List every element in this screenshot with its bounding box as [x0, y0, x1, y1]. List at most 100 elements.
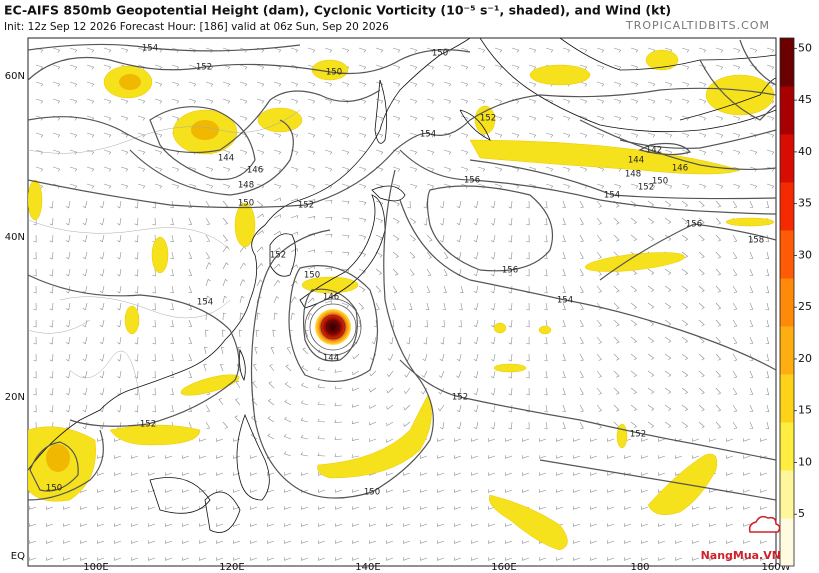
wind-barb	[134, 387, 139, 396]
wind-barb	[222, 234, 228, 242]
wind-barb	[732, 251, 738, 259]
wind-barb	[300, 451, 309, 457]
contour-label: 146	[247, 166, 263, 176]
wind-barb	[508, 200, 513, 209]
colorbar: 5 10 15 20 25 30 35 40 45 50	[779, 37, 812, 567]
wind-barb	[528, 47, 537, 53]
wind-barb	[272, 329, 276, 338]
wind-barb	[358, 200, 367, 206]
wind-barb	[456, 370, 462, 379]
wind-barb	[596, 200, 602, 208]
wind-barb	[114, 472, 122, 476]
wind-barb	[664, 285, 672, 293]
wind-barb	[86, 47, 95, 53]
wind-barb	[456, 404, 462, 413]
contour-label: 150	[652, 177, 668, 187]
wind-barb	[726, 438, 734, 442]
wind-barb	[137, 98, 146, 104]
wind-barb	[556, 557, 564, 561]
wind-barb	[698, 353, 705, 361]
wind-barb	[65, 251, 71, 260]
wind-barb	[216, 455, 224, 459]
wind-barb	[579, 132, 588, 138]
wind-barb	[352, 404, 360, 408]
wind-barb	[117, 353, 122, 362]
wind-barb	[131, 455, 139, 459]
wind-barb	[205, 251, 211, 259]
wind-barb	[715, 336, 722, 344]
wind-barb	[460, 98, 469, 104]
wind-barb	[460, 166, 469, 172]
wind-barb	[473, 421, 479, 430]
wind-barb	[613, 132, 622, 138]
wind-barb	[358, 217, 367, 223]
wind-barb	[117, 404, 122, 413]
wind-barb	[82, 404, 88, 413]
wind-barb	[766, 47, 775, 53]
wind-barb	[49, 370, 54, 379]
wind-barb	[216, 557, 224, 561]
contour-label: 152	[298, 201, 314, 211]
wind-barb	[324, 115, 333, 121]
wind-barb	[715, 64, 724, 70]
wind-barb	[630, 319, 638, 327]
wind-barb	[284, 540, 292, 544]
wind-barb	[222, 149, 231, 155]
wind-barb	[386, 506, 394, 510]
wind-barb	[386, 421, 394, 427]
wind-barb	[97, 438, 105, 442]
wind-barb	[69, 98, 78, 104]
wind-barb	[641, 472, 649, 476]
wind-barb	[273, 312, 278, 321]
wind-barb	[426, 285, 431, 293]
wind-barb	[216, 438, 224, 442]
wind-barb	[596, 217, 602, 225]
wind-barb	[103, 166, 112, 172]
wind-barb	[426, 234, 433, 242]
wind-barb	[490, 387, 496, 396]
wind-barb	[442, 302, 446, 311]
wind-barb	[624, 455, 632, 459]
wind-barb	[273, 247, 281, 253]
wind-barb	[283, 434, 292, 440]
wind-barb	[222, 81, 231, 87]
wind-barb	[596, 370, 602, 378]
wind-barb	[341, 200, 350, 205]
wind-barb	[46, 557, 54, 561]
wind-barb	[544, 336, 548, 345]
wind-barb	[647, 353, 655, 361]
wind-barb	[522, 557, 530, 561]
colorbar-tick-label: 10	[798, 455, 812, 468]
wind-barb	[732, 370, 738, 378]
wind-barb	[765, 319, 770, 328]
wind-barb	[664, 234, 672, 242]
wind-barb	[387, 353, 394, 361]
wind-barb	[205, 47, 214, 53]
wind-barb	[579, 285, 584, 293]
wind-barb	[35, 98, 44, 104]
wind-barb	[526, 353, 530, 362]
wind-barb	[148, 455, 156, 459]
wind-barb	[403, 557, 411, 561]
wind-barb	[562, 319, 566, 327]
wind-barb	[300, 400, 309, 406]
wind-barb	[505, 540, 513, 544]
wind-barb	[613, 370, 620, 378]
wind-barb	[369, 421, 377, 426]
wind-barb	[152, 404, 156, 413]
wind-barb	[65, 404, 71, 413]
wind-barb	[709, 489, 717, 493]
wind-barb	[392, 200, 400, 207]
wind-barb	[630, 370, 638, 378]
wind-barb	[49, 200, 54, 209]
wind-barb	[522, 472, 530, 476]
wind-barb	[579, 370, 584, 378]
wind-barb	[630, 183, 639, 189]
wind-barb	[222, 262, 229, 270]
wind-barb	[715, 183, 724, 189]
wind-barb	[82, 336, 88, 345]
wind-barb	[715, 353, 722, 361]
wind-barb	[630, 421, 638, 429]
wind-barb	[134, 268, 139, 277]
wind-barb	[590, 455, 598, 459]
